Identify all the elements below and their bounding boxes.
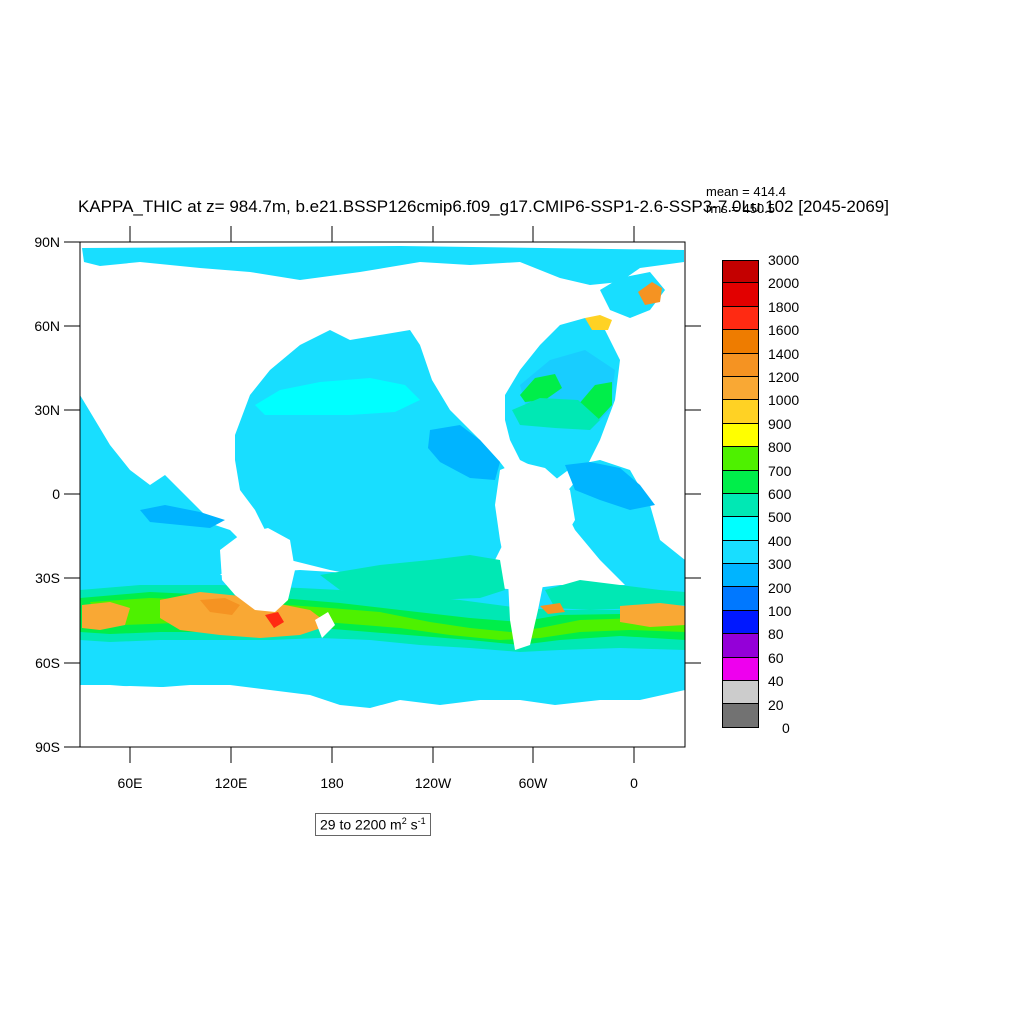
- lon-label-60w: 60W: [518, 775, 548, 791]
- arctic-ocean: [82, 246, 684, 285]
- mean-stat: mean = 414.4: [706, 184, 786, 199]
- colorbar-label: 100: [768, 603, 792, 619]
- acc-1200-drake: [540, 603, 565, 614]
- lat-label-60s: 60S: [35, 655, 60, 671]
- plot-title: KAPPA_THIC at z= 984.7m, b.e21.BSSP126cm…: [78, 197, 889, 216]
- colorbar-box: [722, 330, 759, 354]
- acc-1600: [265, 612, 284, 628]
- lat-label-30s: 30S: [35, 570, 60, 586]
- colorbar-label: 700: [768, 462, 792, 479]
- colorbar-box: [722, 260, 759, 284]
- colorbar: [722, 260, 759, 728]
- colorbar-box: [722, 540, 759, 565]
- colorbar-box: [722, 657, 759, 682]
- colorbar-box: [722, 423, 759, 448]
- colorbar-box: [722, 681, 759, 705]
- colorbar-box: [722, 634, 759, 658]
- maritime-300: [140, 505, 225, 528]
- acc-1000-atlantic: [620, 603, 685, 627]
- colorbar-label: 3000: [768, 252, 800, 268]
- lon-ticks: [129, 226, 635, 763]
- lon-label-60e: 60E: [117, 775, 143, 791]
- ocean-fields: [80, 246, 685, 747]
- colorbar-label: 80: [768, 626, 784, 643]
- lon-label-120e: 120E: [214, 775, 248, 791]
- lat-label-90s: 90S: [35, 739, 60, 755]
- lon-label-120w: 120W: [414, 775, 452, 791]
- north-pacific-cyan: [255, 378, 420, 415]
- nordic-seas: [600, 272, 665, 318]
- lat-label-60n: 60N: [34, 318, 60, 334]
- colorbar-label: 600: [768, 486, 792, 502]
- lat-ticks: [64, 241, 701, 748]
- caribbean-300: [565, 462, 655, 510]
- colorbar-box: [722, 353, 759, 377]
- south-atlantic-500: [545, 580, 685, 610]
- colorbar-box: [722, 517, 759, 541]
- colorbar-box: [722, 376, 759, 401]
- new-zealand-land: [315, 612, 335, 638]
- colorbar-box: [722, 400, 759, 424]
- colorbar-box: [722, 564, 759, 588]
- colorbar-label: 1600: [768, 322, 800, 339]
- colorbar-label: 1200: [768, 369, 800, 385]
- acc-1000-australia: [160, 592, 330, 638]
- lat-label-90n: 90N: [34, 234, 60, 250]
- lat-label-0: 0: [52, 486, 60, 502]
- colorbar-label: 800: [768, 439, 792, 456]
- colorbar-box: [722, 493, 759, 518]
- colorbar-box: [722, 587, 759, 611]
- colorbar-box: [722, 610, 759, 635]
- north-atlantic-500: [512, 398, 600, 430]
- north-atlantic-600: [520, 374, 562, 402]
- colorbar-label: 1400: [768, 345, 800, 362]
- colorbar-box: [722, 306, 759, 331]
- colorbar-label: 60: [768, 649, 784, 666]
- colorbar-label: 0: [782, 720, 790, 736]
- colorbar-box: [722, 704, 759, 728]
- colorbar-label: 1000: [768, 392, 800, 409]
- colorbar-label: 500: [768, 509, 792, 526]
- colorbar-label: 20: [768, 696, 784, 713]
- south-pacific-500: [320, 555, 505, 600]
- colorbar-label: 900: [768, 415, 792, 432]
- indian-ocean: [80, 395, 245, 585]
- acc-1200-australia: [200, 598, 240, 615]
- antarctic-land: [80, 686, 685, 747]
- colorbar-label: 40: [768, 673, 784, 690]
- colorbar-label: 1800: [768, 298, 800, 315]
- south-america-land: [495, 462, 575, 650]
- lon-label-180: 180: [320, 775, 344, 791]
- australia-land: [220, 528, 295, 612]
- east-pacific-300: [428, 425, 500, 480]
- colorbar-box: [722, 470, 759, 494]
- lon-label-0: 0: [630, 775, 638, 791]
- rms-stat: rms = 450.5: [706, 201, 776, 216]
- colorbar-box: [722, 283, 759, 307]
- colorbar-label: 2000: [768, 275, 800, 292]
- acc-1000-west: [82, 602, 130, 630]
- colorbar-label: 300: [768, 556, 792, 573]
- colorbar-label: 200: [768, 579, 792, 596]
- lat-label-30n: 30N: [34, 402, 60, 418]
- nordic-seas-1200: [638, 282, 662, 305]
- colorbar-label: 400: [768, 532, 792, 549]
- labrador-1000: [585, 315, 612, 330]
- range-label: 29 to 2200 m2 s-1: [315, 813, 431, 836]
- colorbar-box: [722, 447, 759, 471]
